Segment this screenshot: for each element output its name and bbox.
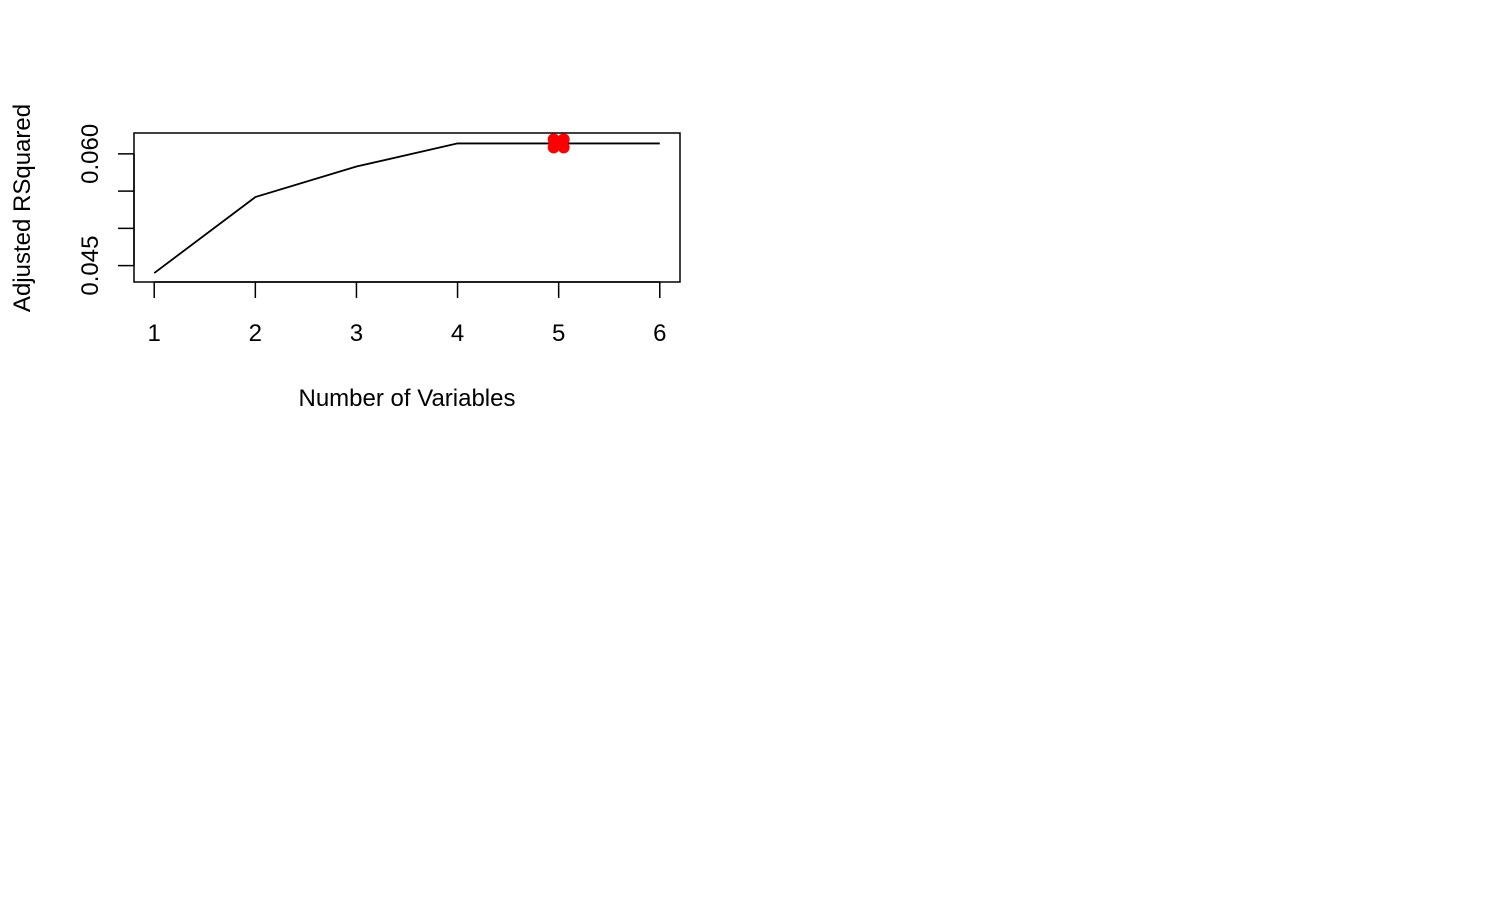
x-tick-label: 2 [249,320,262,347]
series-group [153,133,660,274]
x-tick-label: 3 [350,320,363,347]
series-line [153,142,660,274]
x-tick-label: 4 [451,320,464,347]
x-tick-label: 5 [552,320,565,347]
x-axis: 1 2 3 4 5 6 [148,281,666,347]
x-tick-label: 6 [653,320,666,347]
y-axis: 0.045 0.060 [77,124,135,296]
highlight-point [552,137,565,150]
y-tick-label: 0.045 [77,236,104,296]
x-axis-label: Number of Variables [299,385,516,412]
y-tick-label: 0.060 [77,124,104,184]
y-axis-label: Adjusted RSquared [9,104,36,312]
x-tick-label: 1 [148,320,161,347]
